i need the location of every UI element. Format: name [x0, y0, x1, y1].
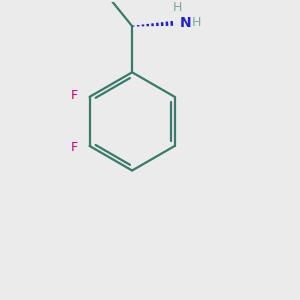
Text: H: H [173, 1, 182, 14]
Text: F: F [71, 141, 78, 154]
Text: N: N [180, 16, 191, 30]
Text: F: F [71, 89, 78, 102]
Text: H: H [192, 16, 201, 29]
